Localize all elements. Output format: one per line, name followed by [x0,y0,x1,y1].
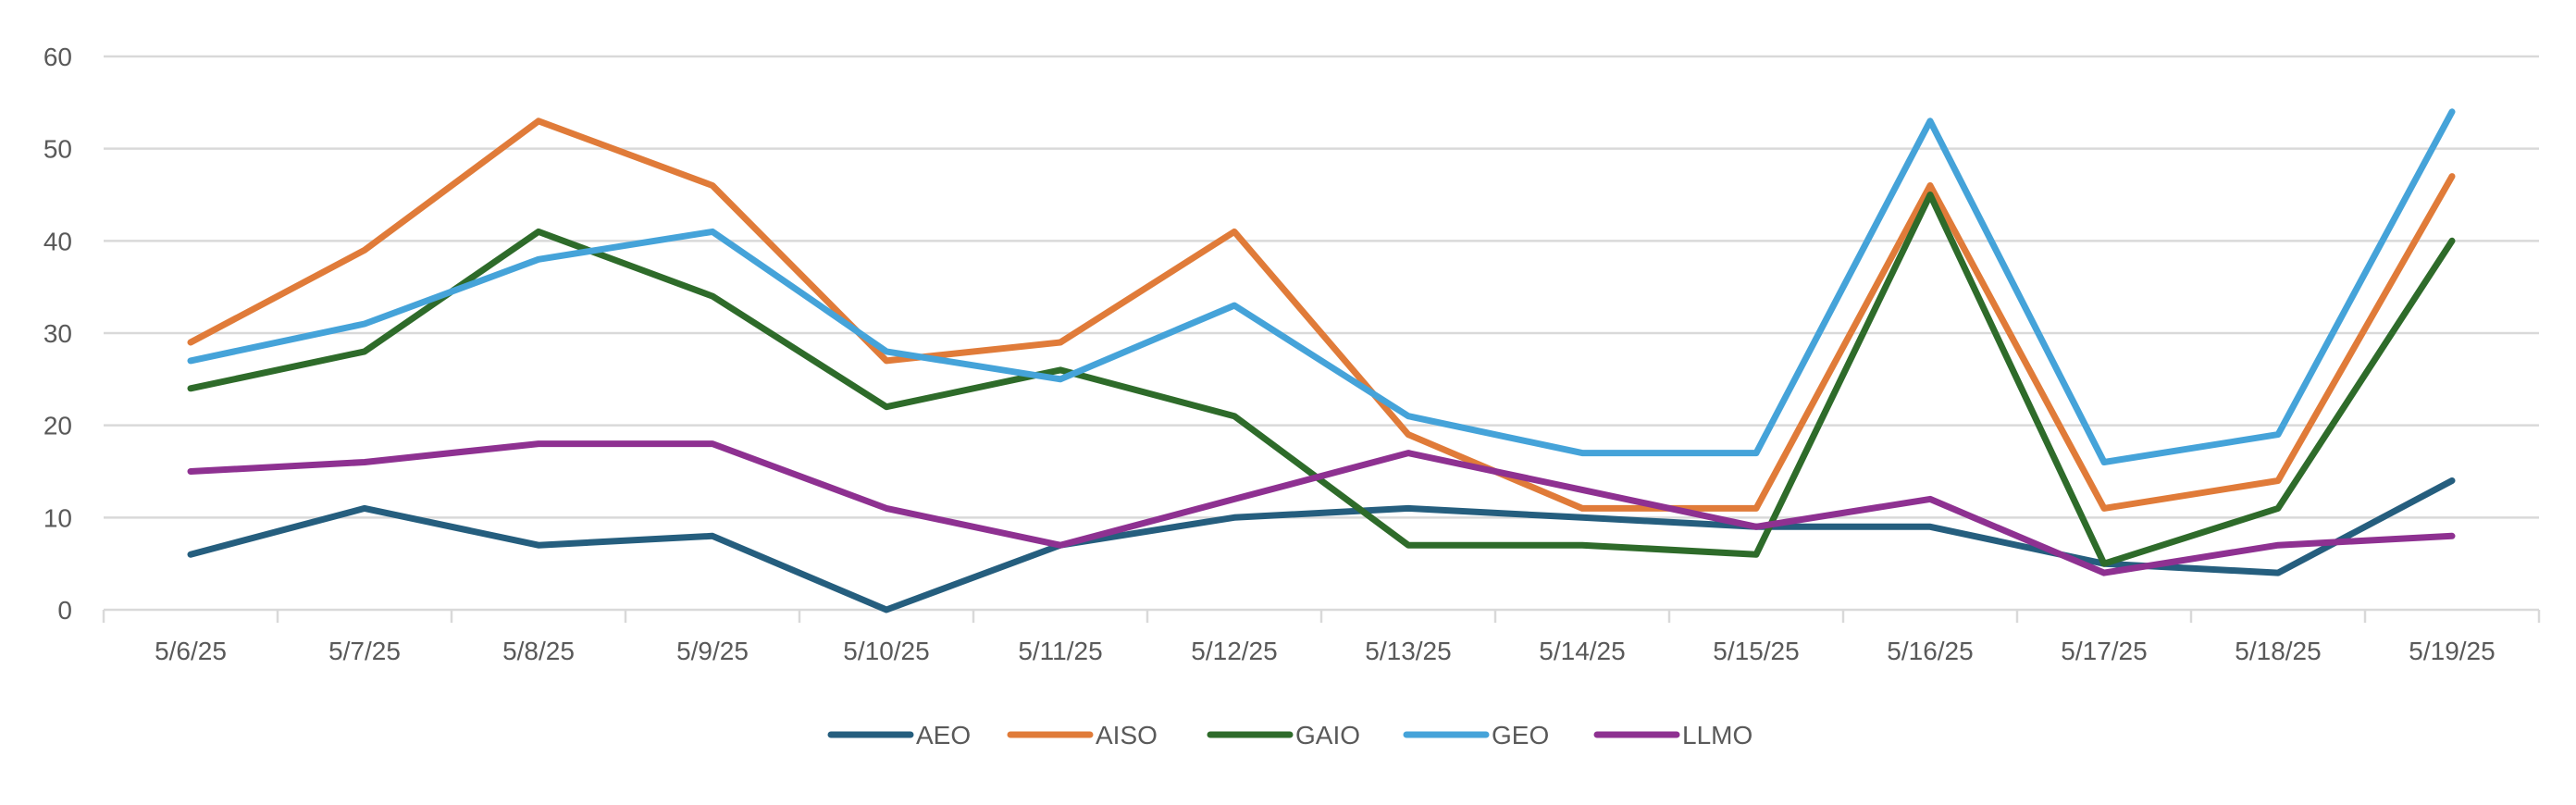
x-tick-label: 5/7/25 [328,637,401,665]
y-axis-ticks: 0 10 20 30 40 50 60 [43,43,72,625]
y-tick-label: 0 [57,596,72,625]
series-lines [187,108,2456,613]
series-line-gaio [187,192,2456,567]
y-tick-label: 10 [43,503,72,532]
series-line-geo [187,108,2456,465]
legend-item-aiso: AISO [1007,721,1158,749]
x-tick-label: 5/14/25 [1539,637,1625,665]
x-tick-label: 5/6/25 [155,637,227,665]
x-tick-label: 5/9/25 [676,637,749,665]
x-tick-label: 5/15/25 [1713,637,1799,665]
series-line-aiso [187,118,2456,512]
legend-item-llmo: LLMO [1593,721,1752,749]
legend-item-aeo: AEO [827,721,971,749]
x-tick-label: 5/17/25 [2061,637,2147,665]
y-tick-label: 40 [43,227,72,255]
x-tick-label: 5/10/25 [843,637,929,665]
legend-label: AISO [1096,721,1158,749]
legend: AEO AISO GAIO GEO LLMO [827,721,1752,749]
y-tick-label: 20 [43,412,72,440]
x-tick-label: 5/13/25 [1365,637,1451,665]
x-tick-label: 5/19/25 [2409,637,2495,665]
legend-label: GEO [1492,721,1549,749]
legend-item-geo: GEO [1403,721,1549,749]
x-tick-label: 5/18/25 [2235,637,2321,665]
x-tick-label: 5/16/25 [1887,637,1973,665]
legend-label: LLMO [1682,721,1752,749]
x-axis: 5/6/25 5/7/25 5/8/25 5/9/25 5/10/25 5/11/25 5/… [102,608,2541,665]
y-tick-label: 60 [43,43,72,71]
legend-item-gaio: GAIO [1207,721,1360,749]
series-line-llmo [187,440,2456,576]
x-tick-label: 5/12/25 [1191,637,1277,665]
y-tick-label: 50 [43,135,72,164]
legend-label: AEO [916,721,971,749]
x-tick-label: 5/11/25 [1018,637,1102,665]
y-tick-label: 30 [43,319,72,348]
x-tick-label: 5/8/25 [502,637,575,665]
series-line-aeo [187,477,2456,613]
legend-label: GAIO [1295,721,1360,749]
